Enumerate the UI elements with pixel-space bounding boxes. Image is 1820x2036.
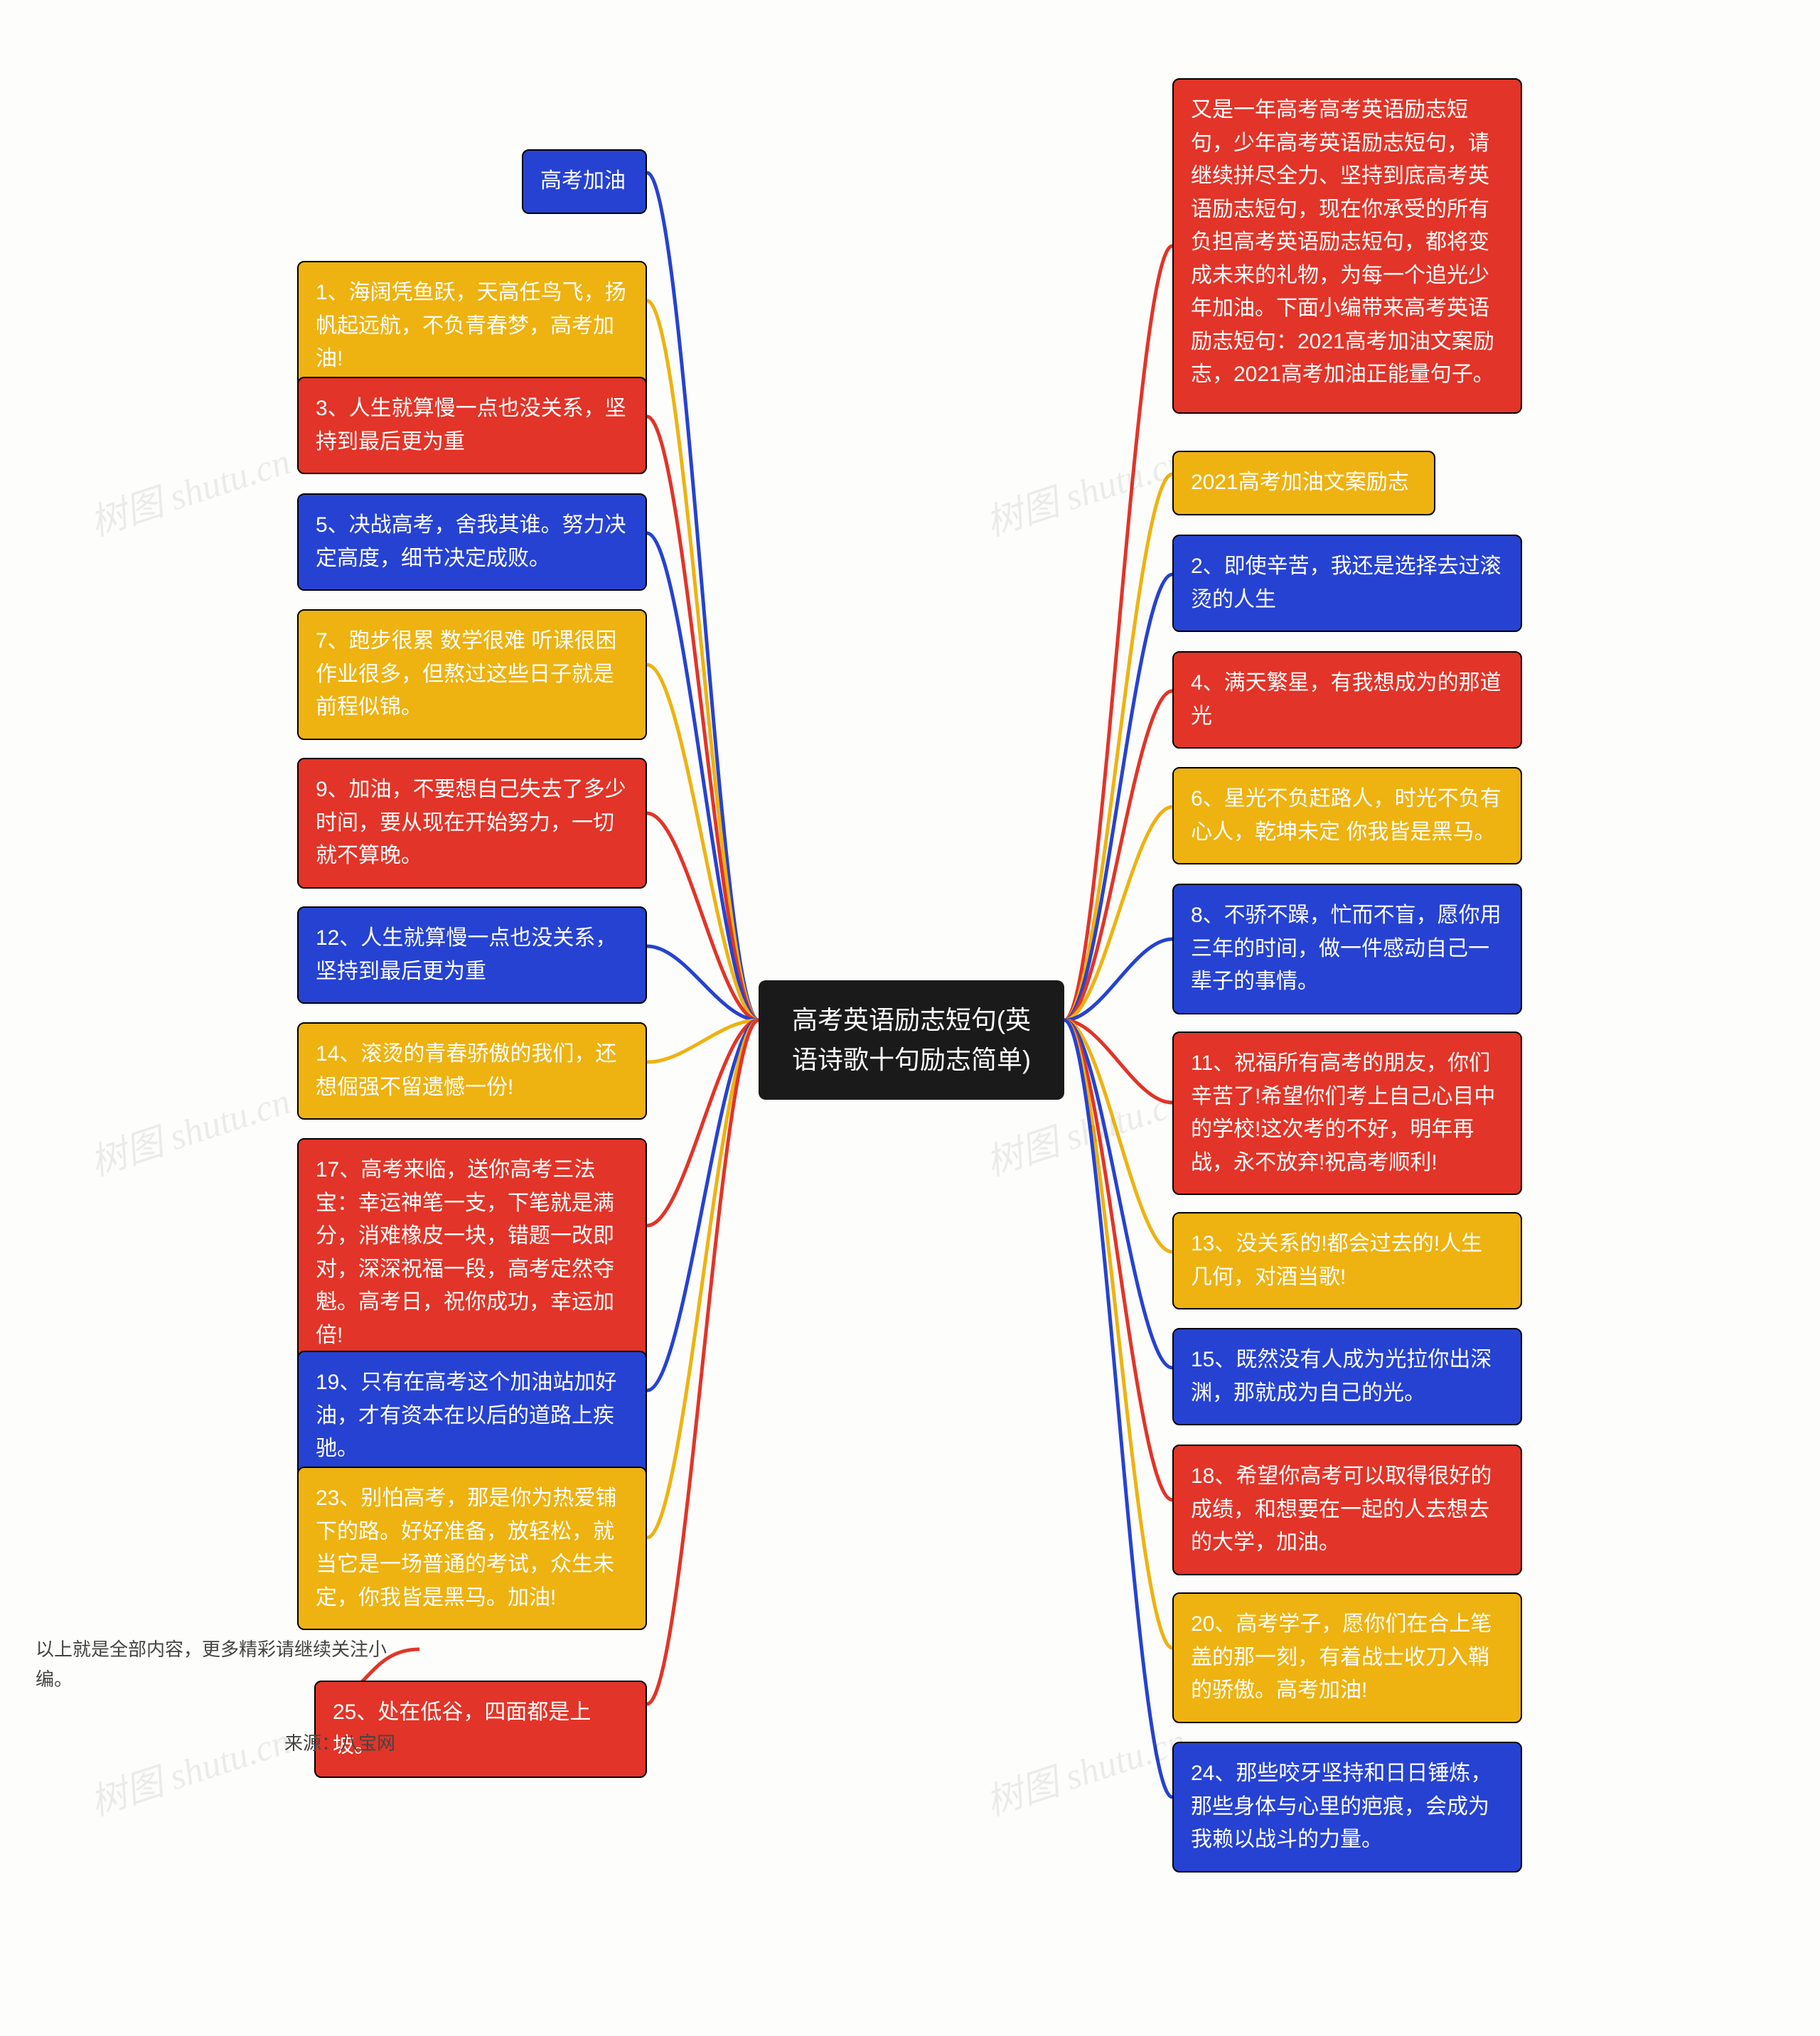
branch-node-R20: 20、高考学子，愿你们在合上笔盖的那一刻，有着战士收刀入鞘的骄傲。高考加油! bbox=[1172, 1592, 1522, 1723]
watermark: 树图 shutu.cn bbox=[978, 432, 1192, 546]
branch-node-L5: 5、决战高考，舍我其谁。努力决定高度，细节决定成败。 bbox=[297, 493, 647, 591]
branch-node-L1: 1、海阔凭鱼跃，天高任鸟飞，扬帆起远航，不负青春梦，高考加油! bbox=[297, 261, 647, 392]
connector bbox=[647, 1020, 759, 1226]
connector bbox=[647, 1020, 759, 1391]
branch-node-R6: 6、星光不负赶路人，时光不负有心人，乾坤未定 你我皆是黑马。 bbox=[1172, 767, 1522, 864]
connector bbox=[647, 946, 759, 1020]
branch-node-L0: 高考加油 bbox=[522, 149, 647, 214]
connector bbox=[647, 665, 759, 1020]
connector bbox=[647, 1020, 759, 1704]
branch-node-R13: 13、没关系的!都会过去的!人生几何，对酒当歌! bbox=[1172, 1212, 1522, 1309]
branch-node-L23: 23、别怕高考，那是你为热爱铺下的路。好好准备，放轻松，就当它是一场普通的考试，… bbox=[297, 1467, 647, 1630]
watermark: 树图 shutu.cn bbox=[978, 1711, 1192, 1826]
connector bbox=[647, 533, 759, 1020]
center-node: 高考英语励志短句(英语诗歌十句励志简单) bbox=[759, 980, 1064, 1100]
branch-node-R24: 24、那些咬牙坚持和日日锤炼，那些身体与心里的疤痕，会成为我赖以战斗的力量。 bbox=[1172, 1742, 1522, 1872]
connector bbox=[647, 813, 759, 1020]
leaf-text-0: 以上就是全部内容，更多精彩请继续关注小编。 bbox=[36, 1635, 419, 1694]
watermark: 树图 shutu.cn bbox=[82, 1071, 296, 1186]
branch-node-R4: 4、满天繁星，有我想成为的那道光 bbox=[1172, 651, 1522, 749]
branch-node-L17: 17、高考来临，送你高考三法宝：幸运神笔一支，下笔就是满分，消难橡皮一块，错题一… bbox=[297, 1138, 647, 1368]
connector bbox=[1064, 574, 1172, 1020]
connector bbox=[1064, 1020, 1172, 1368]
connector bbox=[647, 417, 759, 1020]
branch-node-R11: 11、祝福所有高考的朋友，你们辛苦了!希望你们考上自己心目中的学校!这次考的不好… bbox=[1172, 1032, 1522, 1195]
branch-node-L7: 7、跑步很累 数学很难 听课很困 作业很多，但熬过这些日子就是前程似锦。 bbox=[297, 609, 647, 740]
branch-node-L19: 19、只有在高考这个加油站加好油，才有资本在以后的道路上疾驰。 bbox=[297, 1351, 647, 1482]
connector bbox=[647, 301, 759, 1020]
connector bbox=[1064, 1020, 1172, 1500]
connector bbox=[1064, 1020, 1172, 1797]
connector bbox=[1064, 1020, 1172, 1103]
branch-node-R_sub: 2021高考加油文案励志 bbox=[1172, 451, 1435, 515]
watermark: 树图 shutu.cn bbox=[82, 432, 296, 546]
branch-node-R_intro: 又是一年高考高考英语励志短句，少年高考英语励志短句，请继续拼尽全力、坚持到底高考… bbox=[1172, 78, 1522, 414]
branch-node-R18: 18、希望你高考可以取得很好的成绩，和想要在一起的人去想去的大学，加油。 bbox=[1172, 1445, 1522, 1575]
connector bbox=[1064, 1020, 1172, 1252]
connector bbox=[647, 1020, 759, 1538]
branch-node-L12: 12、人生就算慢一点也没关系，坚持到最后更为重 bbox=[297, 906, 647, 1004]
connector bbox=[1064, 1020, 1172, 1648]
branch-node-L9: 9、加油，不要想自己失去了多少时间，要从现在开始努力，一切就不算晚。 bbox=[297, 758, 647, 889]
branch-node-R15: 15、既然没有人成为光拉你出深渊，那就成为自己的光。 bbox=[1172, 1328, 1522, 1425]
connector bbox=[1064, 246, 1172, 1020]
branch-node-L14: 14、滚烫的青春骄傲的我们，还想倔强不留遗憾一份! bbox=[297, 1022, 647, 1120]
connector bbox=[647, 1020, 759, 1062]
connector bbox=[647, 173, 759, 1020]
branch-node-L3: 3、人生就算慢一点也没关系，坚持到最后更为重 bbox=[297, 377, 647, 474]
connector bbox=[1064, 939, 1172, 1020]
connector bbox=[1064, 807, 1172, 1020]
mindmap-canvas: 树图 shutu.cn 树图 shutu.cn 树图 shutu.cn 树图 shut… bbox=[0, 0, 1820, 2036]
connector bbox=[1064, 474, 1172, 1020]
connector bbox=[1064, 691, 1172, 1020]
branch-node-R2: 2、即使辛苦，我还是选择去过滚烫的人生 bbox=[1172, 535, 1522, 632]
leaf-text-1: 来源：八宝网 bbox=[284, 1729, 441, 1759]
watermark: 树图 shutu.cn bbox=[82, 1711, 296, 1826]
branch-node-R8: 8、不骄不躁，忙而不盲，愿你用三年的时间，做一件感动自己一辈子的事情。 bbox=[1172, 884, 1522, 1014]
